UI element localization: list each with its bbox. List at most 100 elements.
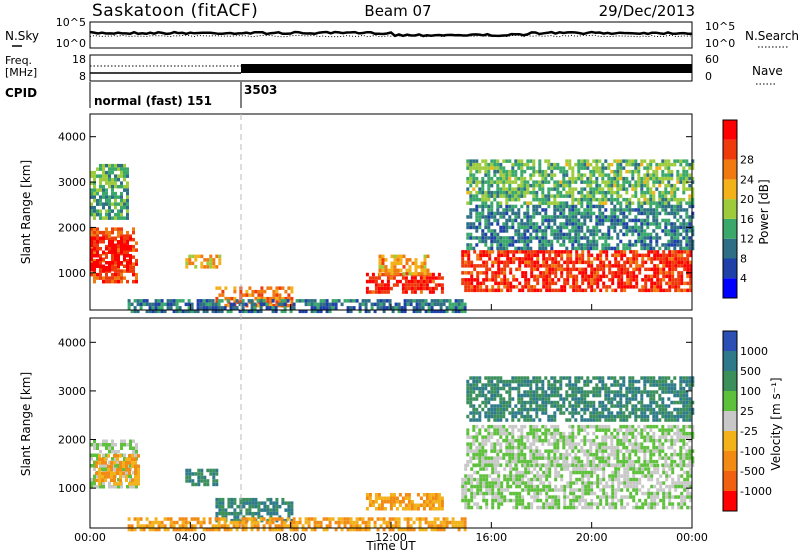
heat-cell <box>602 467 605 471</box>
heat-cell <box>686 289 689 293</box>
heat-cell <box>523 463 526 467</box>
heat-cell <box>553 456 556 460</box>
heat-cell <box>472 428 475 432</box>
heat-cell <box>487 439 490 443</box>
heat-cell <box>601 191 604 195</box>
heat-cell <box>521 506 524 510</box>
heat-cell <box>412 262 415 266</box>
heat-cell <box>434 521 437 525</box>
heat-cell <box>646 163 649 167</box>
heat-cell <box>257 505 260 509</box>
heat-cell <box>658 180 661 184</box>
heat-cell <box>478 449 481 453</box>
heat-cell <box>105 247 108 251</box>
heat-cell <box>656 481 659 485</box>
heat-cell <box>126 216 129 220</box>
heat-cell <box>99 164 102 168</box>
heat-cell <box>614 488 617 492</box>
heat-cell <box>670 187 673 191</box>
heat-cell <box>536 261 539 265</box>
heat-cell <box>536 478 539 482</box>
heat-cell <box>679 240 682 244</box>
colorbar-swatch <box>723 258 737 278</box>
heat-cell <box>529 442 532 446</box>
heat-cell <box>686 471 689 475</box>
heat-cell <box>521 271 524 275</box>
heat-cell <box>535 184 538 188</box>
heat-cell <box>116 454 119 458</box>
heat-cell <box>545 471 548 475</box>
heat-cell <box>646 180 649 184</box>
heat-cell <box>194 255 197 259</box>
heat-cell <box>524 257 527 261</box>
heat-cell <box>93 178 96 182</box>
heat-cell <box>568 194 571 198</box>
heat-cell <box>478 226 481 230</box>
heat-cell <box>602 264 605 268</box>
heat-cell <box>132 450 135 454</box>
heat-cell <box>472 442 475 446</box>
heat-cell <box>520 247 523 251</box>
heat-cell <box>511 449 514 453</box>
heat-cell <box>493 198 496 202</box>
heat-cell <box>556 428 559 432</box>
heat-cell <box>425 303 428 307</box>
heat-cell <box>632 268 635 272</box>
heat-cell <box>429 507 432 511</box>
heat-cell <box>493 456 496 460</box>
heat-cell <box>532 159 535 163</box>
heat-cell <box>514 170 517 174</box>
heat-cell <box>278 517 281 521</box>
heat-cell <box>584 271 587 275</box>
heat-cell <box>435 283 438 287</box>
heat-cell <box>484 215 487 219</box>
heat-cell <box>403 272 406 276</box>
heat-cell <box>634 187 637 191</box>
heat-cell <box>484 198 487 202</box>
heat-cell <box>329 521 332 525</box>
heat-cell <box>589 425 592 429</box>
heat-cell <box>559 222 562 226</box>
heat-cell <box>506 481 509 485</box>
heat-cell <box>379 255 382 259</box>
heat-cell <box>120 199 123 203</box>
heat-cell <box>409 265 412 269</box>
heat-cell <box>382 265 385 269</box>
heat-cell <box>620 271 623 275</box>
heat-cell <box>365 303 368 307</box>
heat-cell <box>649 166 652 170</box>
heat-cell <box>623 250 626 254</box>
heat-cell <box>369 280 372 284</box>
heat-cell <box>475 215 478 219</box>
heat-cell <box>617 268 620 272</box>
heat-cell <box>592 187 595 191</box>
heat-cell <box>518 478 521 482</box>
heat-cell <box>366 280 369 284</box>
heat-cell <box>478 163 481 167</box>
heat-cell <box>545 257 548 261</box>
heat-cell <box>128 468 131 472</box>
heat-cell <box>490 432 493 436</box>
heat-cell <box>550 219 553 223</box>
heat-cell <box>517 208 520 212</box>
heat-cell <box>475 446 478 450</box>
heat-cell <box>667 177 670 181</box>
heat-cell <box>637 233 640 237</box>
heat-cell <box>554 254 557 258</box>
heat-cell <box>383 521 386 525</box>
heat-cell <box>470 467 473 471</box>
heat-cell <box>132 227 135 231</box>
heat-cell <box>482 289 485 293</box>
heat-cell <box>185 303 188 307</box>
heat-cell <box>547 439 550 443</box>
heat-cell <box>649 222 652 226</box>
heat-cell <box>608 268 611 272</box>
heat-cell <box>670 173 673 177</box>
heat-cell <box>400 269 403 273</box>
heat-cell <box>617 467 620 471</box>
heat-cell <box>117 254 120 258</box>
heat-cell <box>517 247 520 251</box>
heat-cell <box>664 212 667 216</box>
heat-cell <box>114 202 117 206</box>
heat-cell <box>514 219 517 223</box>
